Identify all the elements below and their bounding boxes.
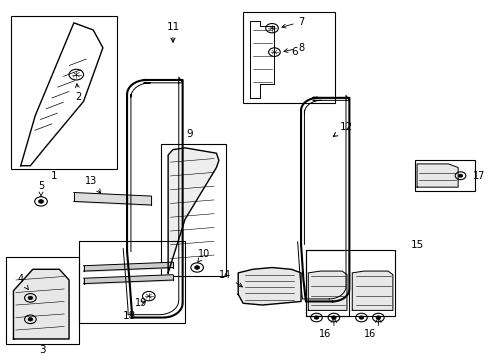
Bar <box>161 144 225 276</box>
Polygon shape <box>416 164 457 187</box>
Polygon shape <box>168 148 219 273</box>
Bar <box>305 249 348 316</box>
Bar <box>414 160 474 191</box>
Polygon shape <box>238 267 301 305</box>
Text: 13: 13 <box>84 176 101 193</box>
Text: 19: 19 <box>135 298 147 308</box>
Circle shape <box>194 266 199 269</box>
Text: 15: 15 <box>409 240 423 249</box>
Text: 8: 8 <box>284 43 304 53</box>
Polygon shape <box>14 269 69 339</box>
Text: 18: 18 <box>122 311 136 321</box>
Text: 7: 7 <box>281 17 304 28</box>
Text: 12: 12 <box>333 122 352 136</box>
Circle shape <box>457 174 462 177</box>
Text: 11: 11 <box>166 22 179 42</box>
Text: 2: 2 <box>75 84 81 103</box>
Bar <box>79 241 184 323</box>
Circle shape <box>375 316 380 319</box>
Circle shape <box>358 316 363 319</box>
Circle shape <box>314 316 318 319</box>
Text: 14: 14 <box>218 270 242 287</box>
Circle shape <box>39 199 43 203</box>
Text: 1: 1 <box>51 171 58 181</box>
Text: 17: 17 <box>472 171 484 181</box>
Circle shape <box>28 318 33 321</box>
Bar <box>11 16 117 169</box>
Text: 9: 9 <box>186 129 193 139</box>
Polygon shape <box>307 271 346 310</box>
Circle shape <box>331 316 336 319</box>
Text: 5: 5 <box>38 181 44 197</box>
Text: 10: 10 <box>197 249 210 262</box>
Text: 3: 3 <box>39 345 46 355</box>
Text: 16: 16 <box>319 329 331 339</box>
Bar <box>305 249 394 316</box>
Bar <box>243 12 334 103</box>
Text: 16: 16 <box>363 329 376 339</box>
Text: 4: 4 <box>18 274 28 289</box>
Polygon shape <box>351 271 392 310</box>
Circle shape <box>28 296 33 300</box>
Bar <box>6 257 79 344</box>
Text: 6: 6 <box>291 47 297 57</box>
